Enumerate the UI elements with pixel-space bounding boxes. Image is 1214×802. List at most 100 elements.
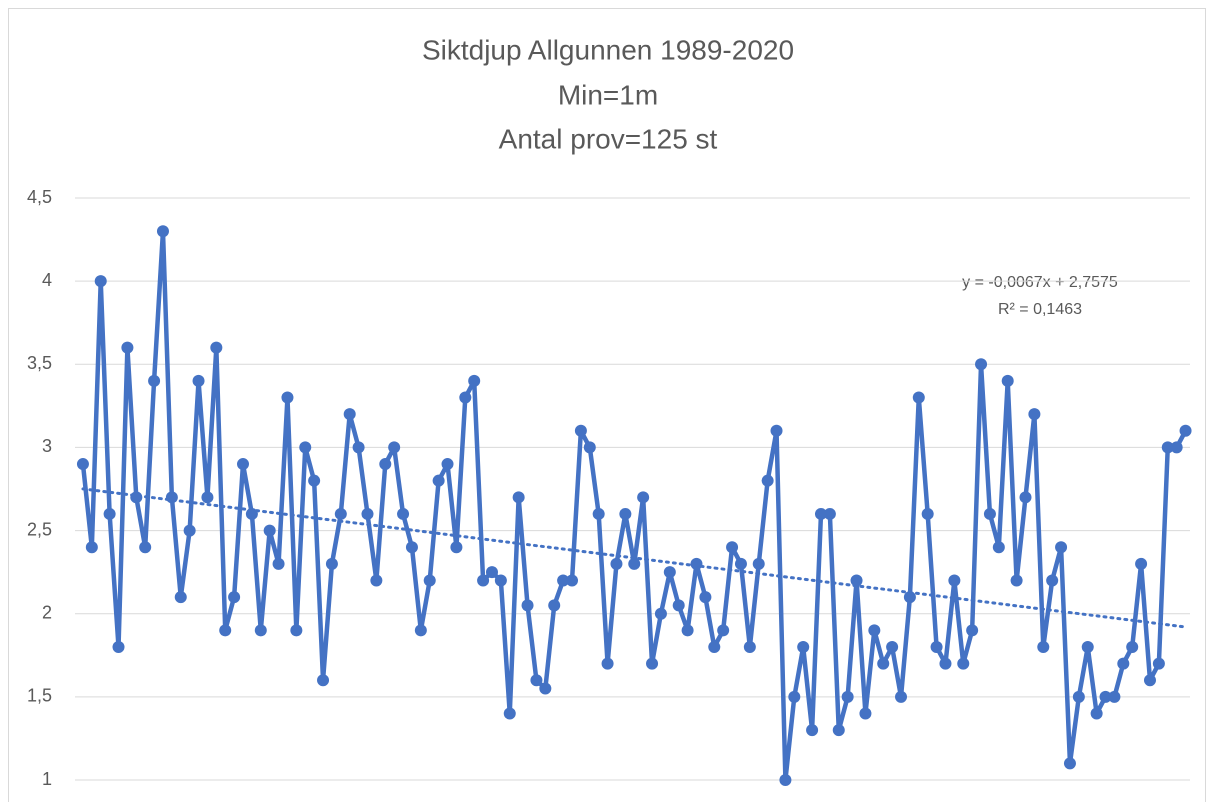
y-tick-label: 1,5 <box>27 686 52 706</box>
data-point <box>948 574 961 587</box>
data-point <box>325 557 338 570</box>
y-tick-label: 3,5 <box>27 353 52 373</box>
y-tick-label: 1 <box>42 769 52 789</box>
data-point <box>503 707 516 720</box>
data-point <box>654 607 667 620</box>
data-point <box>228 591 241 604</box>
data-point <box>930 640 943 653</box>
data-point <box>103 507 116 520</box>
data-point <box>468 374 481 387</box>
data-point <box>1090 707 1103 720</box>
chart-subtitle: Antal prov=125 st <box>499 123 718 154</box>
data-point <box>397 507 410 520</box>
data-point <box>966 624 979 637</box>
data-point <box>530 674 543 687</box>
data-point <box>868 624 881 637</box>
data-point <box>512 491 525 504</box>
data-point <box>254 624 267 637</box>
data-point <box>85 541 98 554</box>
data-point <box>557 574 570 587</box>
data-point <box>734 557 747 570</box>
data-point <box>1179 424 1192 437</box>
data-point <box>850 574 863 587</box>
data-point <box>477 574 490 587</box>
data-point <box>174 591 187 604</box>
data-point <box>272 557 285 570</box>
data-point <box>290 624 303 637</box>
data-point <box>94 275 107 288</box>
data-point <box>1010 574 1023 587</box>
data-point <box>388 441 401 454</box>
data-point <box>814 507 827 520</box>
data-point <box>1143 674 1156 687</box>
data-point <box>281 391 294 404</box>
data-point <box>148 374 161 387</box>
data-point <box>708 640 721 653</box>
data-point <box>788 690 801 703</box>
data-point <box>690 557 703 570</box>
data-point <box>263 524 276 537</box>
data-point <box>566 574 579 587</box>
data-point <box>761 474 774 487</box>
y-tick-label: 2 <box>42 602 52 622</box>
data-point <box>308 474 321 487</box>
y-tick-label: 3 <box>42 436 52 456</box>
data-point <box>1099 690 1112 703</box>
data-point <box>459 391 472 404</box>
data-point <box>1072 690 1085 703</box>
data-point <box>112 640 125 653</box>
data-point <box>1028 408 1041 421</box>
data-point <box>317 674 330 687</box>
data-point <box>992 541 1005 554</box>
trend-r2: R² = 0,1463 <box>998 301 1082 318</box>
data-point <box>183 524 196 537</box>
data-point <box>352 441 365 454</box>
y-tick-label: 4 <box>42 270 52 290</box>
y-tick-label: 4,5 <box>27 187 52 207</box>
trend-line <box>81 487 1188 629</box>
data-point <box>797 640 810 653</box>
data-point <box>752 557 765 570</box>
data-point <box>1081 640 1094 653</box>
chart-subtitle: Min=1m <box>558 79 658 110</box>
data-point <box>1170 441 1183 454</box>
trend-equation: y = -0,0067x + 2,7575 <box>962 274 1118 291</box>
data-point <box>823 507 836 520</box>
data-point <box>619 507 632 520</box>
data-point <box>983 507 996 520</box>
data-point <box>485 566 498 579</box>
data-point <box>859 707 872 720</box>
data-point <box>121 341 134 354</box>
data-point <box>646 657 659 670</box>
data-point <box>1037 640 1050 653</box>
data-point <box>210 341 223 354</box>
data-point <box>1126 640 1139 653</box>
data-point <box>539 682 552 695</box>
data-point <box>139 541 152 554</box>
data-point <box>681 624 694 637</box>
data-point <box>334 507 347 520</box>
data-point <box>441 458 454 471</box>
data-point <box>414 624 427 637</box>
data-point <box>975 358 988 371</box>
data-point <box>1055 541 1068 554</box>
data-point <box>521 599 534 612</box>
data-point <box>610 557 623 570</box>
data-point <box>1108 690 1121 703</box>
data-point <box>886 640 899 653</box>
data-point <box>806 724 819 737</box>
data-point <box>1135 557 1148 570</box>
data-point <box>219 624 232 637</box>
data-point <box>912 391 925 404</box>
data-point <box>1152 657 1165 670</box>
data-point <box>841 690 854 703</box>
data-point <box>717 624 730 637</box>
data-point <box>156 225 169 238</box>
data-point <box>743 640 756 653</box>
data-point <box>76 458 89 471</box>
data-point <box>361 507 374 520</box>
data-point <box>726 541 739 554</box>
data-point <box>1019 491 1032 504</box>
data-point <box>432 474 445 487</box>
data-point <box>770 424 783 437</box>
